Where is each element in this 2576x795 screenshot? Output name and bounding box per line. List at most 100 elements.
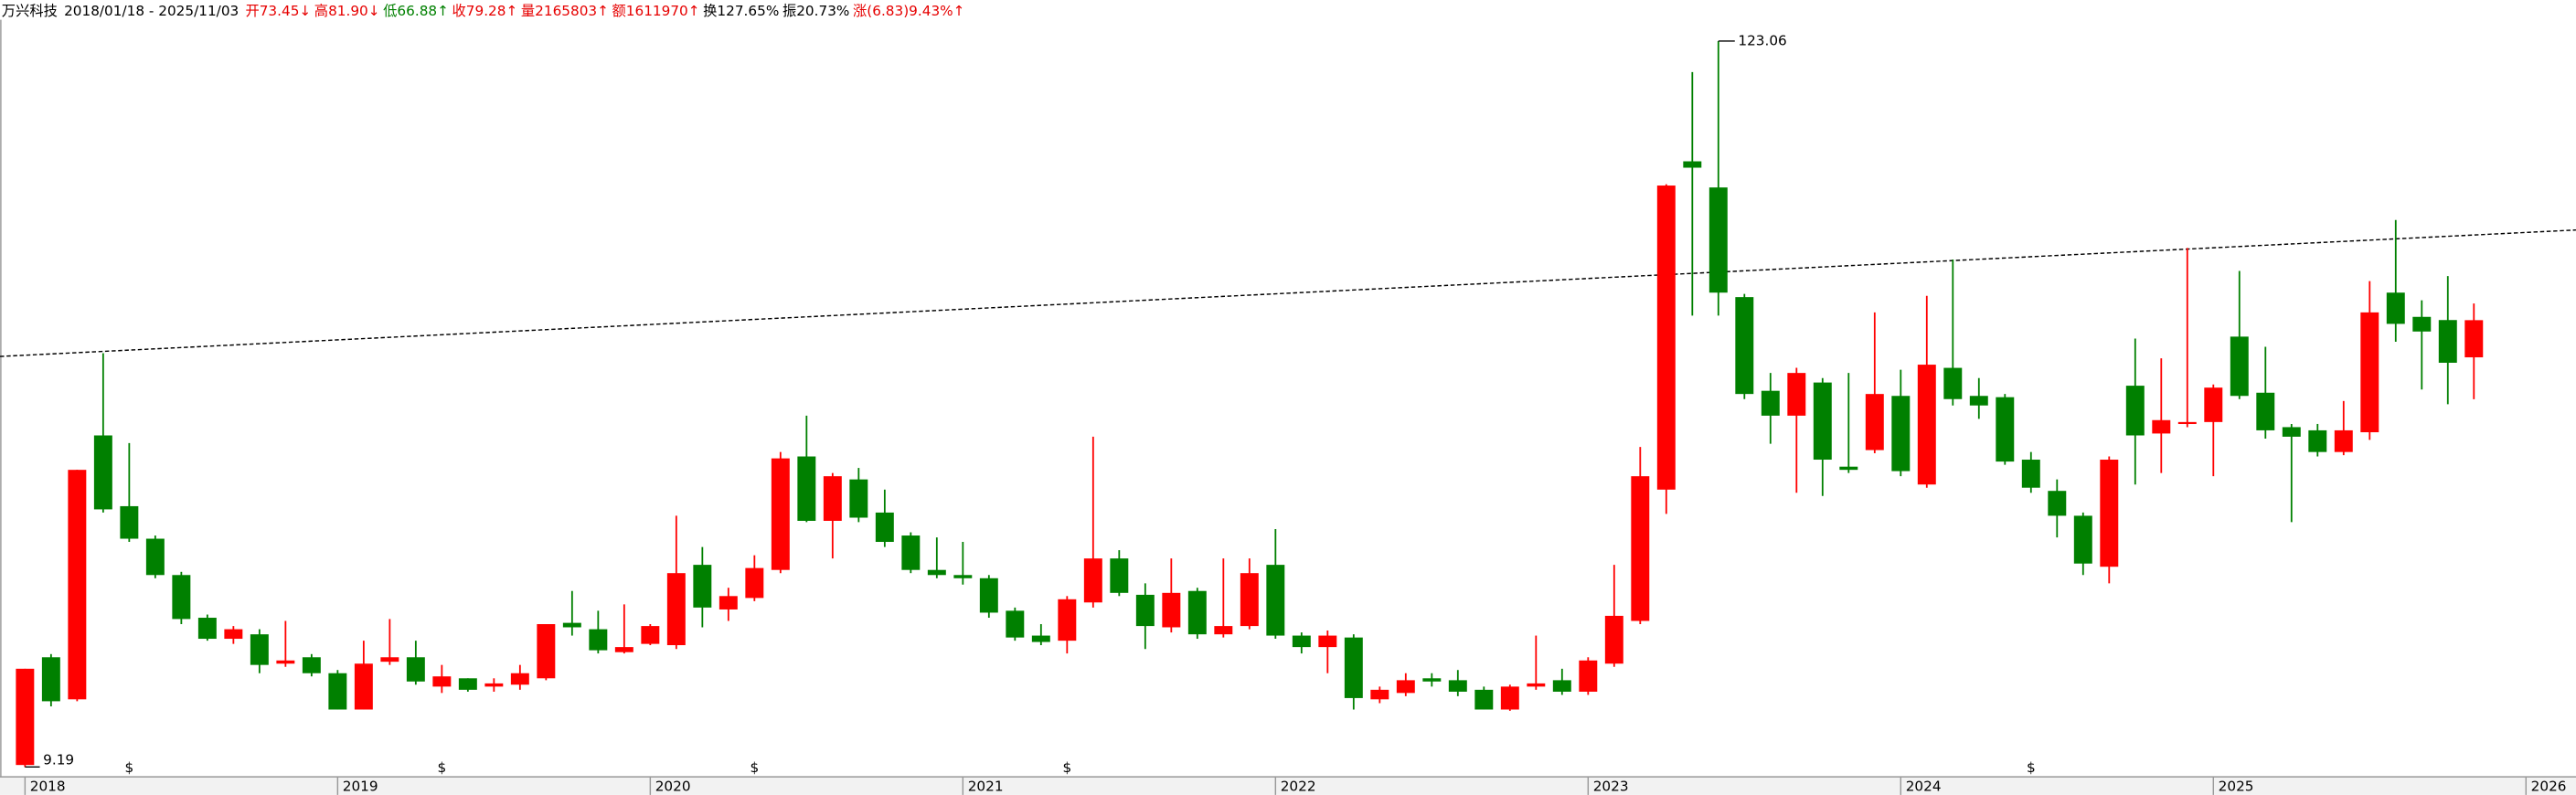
stat: 收79.28↑ bbox=[452, 2, 518, 18]
stat: 低66.88↑ bbox=[383, 2, 449, 18]
event-label: $ bbox=[750, 759, 759, 776]
candle-body bbox=[484, 683, 504, 687]
date-range: 2018/01/18 - 2025/11/03 bbox=[64, 2, 239, 18]
x-tick-label: 2021 bbox=[968, 778, 1004, 794]
candle-body bbox=[1631, 476, 1650, 621]
event-label: $ bbox=[2027, 759, 2036, 776]
candle-body bbox=[1656, 186, 1676, 490]
candle-body bbox=[1318, 635, 1337, 648]
stat: 换127.65% bbox=[703, 2, 779, 18]
candle-body bbox=[2464, 320, 2484, 358]
header: 万兴科技 2018/01/18 - 2025/11/03 开73.45↓ 高81.90… bbox=[2, 2, 965, 18]
stat: 开73.45↓ bbox=[245, 2, 311, 18]
candle-body bbox=[1058, 599, 1077, 641]
candle-body bbox=[562, 622, 581, 628]
candle-body bbox=[901, 535, 921, 570]
candle-body bbox=[979, 578, 998, 613]
candle-body bbox=[1604, 615, 1623, 664]
candle-body bbox=[1292, 635, 1311, 648]
candle-body bbox=[823, 476, 842, 521]
candle-body bbox=[224, 629, 243, 640]
candle-body bbox=[1006, 610, 1025, 638]
candle-body bbox=[745, 567, 764, 599]
candle-body bbox=[1162, 592, 1181, 628]
stat: 涨(6.83)9.43%↑ bbox=[853, 2, 964, 18]
x-tick-label: 2018 bbox=[30, 778, 66, 794]
candle-body bbox=[1240, 573, 1259, 627]
candle-body bbox=[1708, 187, 1728, 293]
candle-body bbox=[432, 676, 452, 687]
x-tick-label: 2026 bbox=[2531, 778, 2567, 794]
candle-body bbox=[2021, 460, 2040, 488]
candle-body bbox=[2360, 312, 2379, 433]
candle-body bbox=[1500, 686, 1519, 710]
trend-line bbox=[0, 228, 2576, 357]
candle-body bbox=[41, 657, 60, 702]
x-tick-label: 2020 bbox=[655, 778, 691, 794]
candle-body bbox=[1943, 367, 1963, 399]
candle-body bbox=[589, 629, 608, 651]
candle-body bbox=[93, 435, 112, 510]
candle-body bbox=[1031, 635, 1050, 642]
candle-body bbox=[1474, 689, 1494, 710]
candle-body bbox=[354, 663, 373, 710]
candle-body bbox=[1996, 397, 2015, 462]
x-axis-band bbox=[0, 777, 2576, 795]
candle-body bbox=[1579, 660, 1598, 692]
candle-body bbox=[614, 647, 633, 652]
x-tick-label: 2023 bbox=[1593, 778, 1629, 794]
candle-body bbox=[1969, 396, 1988, 406]
candle-body bbox=[2152, 419, 2171, 434]
event-label: $ bbox=[1062, 759, 1071, 776]
stat: 量2165803↑ bbox=[521, 2, 609, 18]
candle-body bbox=[953, 575, 973, 578]
candle-body bbox=[2204, 387, 2223, 422]
candle-body bbox=[120, 505, 139, 539]
x-tick-label: 2025 bbox=[2219, 778, 2254, 794]
candle-body bbox=[2073, 515, 2092, 564]
candle-body bbox=[145, 538, 165, 576]
candle-body bbox=[68, 470, 87, 700]
candle-body bbox=[1187, 590, 1207, 635]
candle-body bbox=[849, 479, 868, 518]
candle-body bbox=[2125, 386, 2145, 436]
x-tick-label: 2019 bbox=[343, 778, 378, 794]
candle-body bbox=[1396, 680, 1415, 694]
candle-body bbox=[1761, 390, 1780, 416]
candle-body bbox=[875, 512, 894, 543]
candle-body bbox=[1552, 680, 1571, 692]
candle-body bbox=[2256, 392, 2275, 430]
candle-body bbox=[1370, 689, 1389, 700]
candle-body bbox=[2308, 429, 2327, 452]
candle-body bbox=[197, 618, 217, 640]
candle-body bbox=[641, 626, 660, 644]
candle-body bbox=[771, 458, 790, 570]
candle-body bbox=[1214, 626, 1233, 635]
candle-body bbox=[1735, 297, 1754, 395]
high-label: 123.06 bbox=[1738, 32, 1786, 48]
candle-body bbox=[797, 456, 816, 521]
event-label: $ bbox=[124, 759, 133, 776]
candle-body bbox=[1683, 161, 1702, 168]
candle-body bbox=[693, 565, 712, 608]
candle-body bbox=[719, 596, 738, 610]
candle-body bbox=[1083, 558, 1102, 603]
x-tick-label: 2024 bbox=[1906, 778, 1942, 794]
candle-body bbox=[1448, 680, 1467, 692]
candle-body bbox=[406, 657, 425, 682]
low-label: 9.19 bbox=[43, 752, 74, 768]
candle-body bbox=[250, 634, 269, 665]
candle-body bbox=[1839, 466, 1858, 471]
x-tick-label: 2022 bbox=[1281, 778, 1316, 794]
candle-body bbox=[2412, 316, 2432, 332]
candle-body bbox=[172, 575, 191, 620]
event-label: $ bbox=[437, 759, 446, 776]
candle-body bbox=[2386, 292, 2405, 324]
candle-body bbox=[666, 573, 686, 646]
candle-body bbox=[2177, 421, 2197, 425]
stat: 振20.73% bbox=[782, 2, 849, 18]
stat: 额1611970↑ bbox=[612, 2, 700, 18]
candle-body bbox=[1917, 365, 1936, 485]
